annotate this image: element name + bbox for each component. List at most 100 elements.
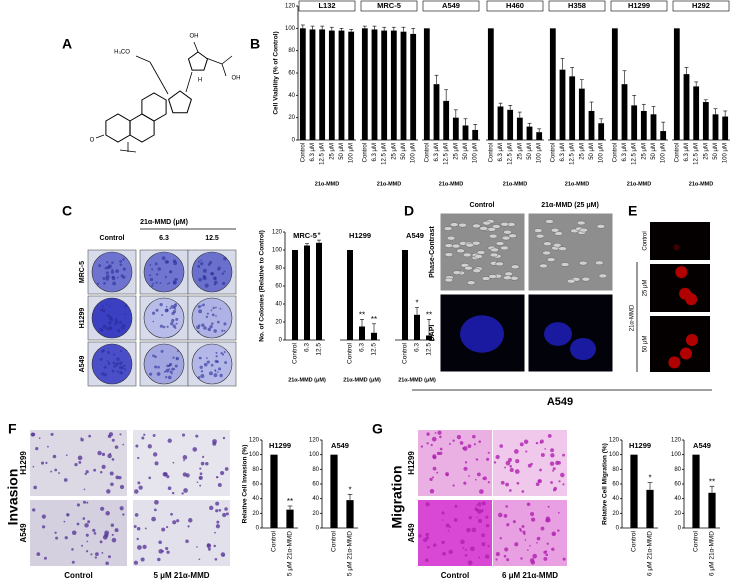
y-tick-label: 120 — [249, 438, 260, 444]
cell — [35, 447, 39, 451]
cell — [481, 542, 486, 547]
y-tick-label: 80 — [674, 467, 681, 473]
row-label: Phase-Contrast — [429, 225, 436, 277]
x-axis-label: 21α-MMD (μM) — [288, 377, 326, 383]
bar — [299, 28, 306, 140]
colony — [201, 323, 205, 327]
colony — [164, 275, 167, 279]
cell — [215, 501, 220, 506]
bond — [135, 55, 151, 63]
cell — [83, 488, 86, 491]
cell — [477, 518, 483, 523]
y-tick-label: 60 — [275, 284, 282, 290]
group-title: MRC-5 — [377, 1, 401, 10]
cell — [188, 518, 193, 523]
cell — [115, 475, 120, 480]
bar — [319, 29, 326, 141]
micrograph — [650, 222, 710, 260]
cell — [474, 507, 479, 511]
colony — [100, 372, 105, 376]
column-label: Control — [64, 571, 92, 580]
x-axis-label: 21α-MMD (μM) — [398, 377, 436, 383]
cell — [535, 441, 539, 445]
cell — [545, 219, 554, 224]
colony — [209, 324, 213, 329]
cell — [562, 483, 565, 486]
cell — [74, 462, 78, 467]
bond — [119, 149, 137, 153]
column-label: 5 μM 21α-MMD — [153, 571, 209, 580]
cell — [432, 543, 437, 547]
colony — [171, 311, 175, 316]
cell — [546, 257, 556, 262]
colony — [124, 368, 127, 371]
panel-label: C — [62, 203, 72, 219]
cell — [152, 434, 156, 437]
cell — [111, 438, 115, 442]
cell — [472, 268, 481, 273]
cell — [515, 459, 520, 464]
column-group-label: 21α-MMD (μM) — [140, 219, 188, 226]
cell — [101, 452, 106, 457]
significance: ** — [359, 310, 365, 319]
cell — [165, 546, 169, 551]
bar — [426, 335, 432, 340]
group-title: MRC-5 — [293, 231, 317, 240]
colony — [108, 361, 111, 364]
cell — [539, 468, 542, 472]
cell — [560, 262, 570, 267]
y-tick-label: 60 — [288, 71, 295, 77]
bar — [621, 84, 628, 140]
nucleus — [675, 266, 688, 279]
colony — [118, 321, 122, 325]
group-header — [610, 0, 668, 12]
colony — [160, 349, 164, 353]
colony — [203, 362, 208, 367]
cell — [467, 560, 473, 566]
cell — [143, 433, 146, 436]
colony — [101, 305, 104, 308]
group-title: H292 — [692, 1, 710, 10]
x-tick-label: Control — [331, 530, 338, 552]
colony — [116, 357, 120, 361]
cell — [445, 472, 449, 476]
cell — [122, 443, 125, 446]
x-tick-label: Control — [362, 143, 368, 162]
group-title: A549 — [442, 1, 460, 10]
cell — [487, 481, 490, 484]
cell — [530, 462, 533, 466]
y-tick-label: 20 — [612, 511, 619, 517]
row-label: 50 μM — [643, 336, 649, 353]
cell — [136, 537, 139, 541]
cell — [523, 439, 529, 445]
cell — [487, 544, 490, 548]
cell — [170, 512, 173, 516]
column-label: 12.5 — [205, 235, 219, 242]
y-tick-label: 60 — [674, 482, 681, 488]
cell — [439, 435, 442, 439]
cell — [436, 471, 439, 474]
row-group-label: 21α-MMD — [630, 304, 636, 331]
cell — [63, 478, 68, 482]
group-title: L132 — [318, 1, 335, 10]
y-tick-label: 40 — [252, 496, 259, 502]
cell — [514, 469, 520, 474]
micrograph — [133, 500, 230, 566]
row-label: 25 μM — [643, 280, 649, 297]
bar — [631, 105, 638, 140]
colony — [159, 302, 163, 307]
cell — [547, 433, 552, 438]
bar — [708, 492, 716, 528]
y-tick-label: 0 — [316, 526, 320, 532]
cell — [549, 461, 555, 466]
cell — [102, 534, 108, 540]
cell — [557, 529, 560, 532]
cell — [545, 553, 549, 557]
atom-label: H₃CO — [114, 50, 130, 56]
colony — [197, 330, 200, 333]
x-axis-label: 21α-MMD — [503, 181, 527, 187]
significance: * — [348, 485, 351, 494]
cell — [82, 517, 86, 520]
bond — [205, 57, 223, 65]
bar — [348, 31, 355, 140]
